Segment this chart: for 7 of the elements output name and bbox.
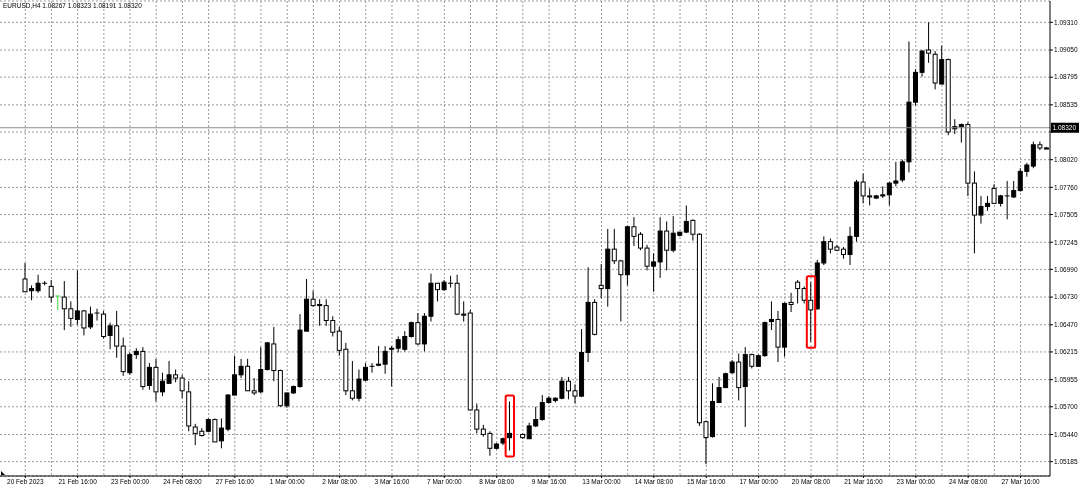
candlestick (48, 279, 54, 303)
candlestick (507, 400, 513, 451)
candlestick (389, 345, 395, 388)
candlestick (54, 295, 61, 311)
candlestick (795, 279, 801, 304)
candlestick (369, 362, 376, 374)
candlestick (808, 281, 814, 343)
